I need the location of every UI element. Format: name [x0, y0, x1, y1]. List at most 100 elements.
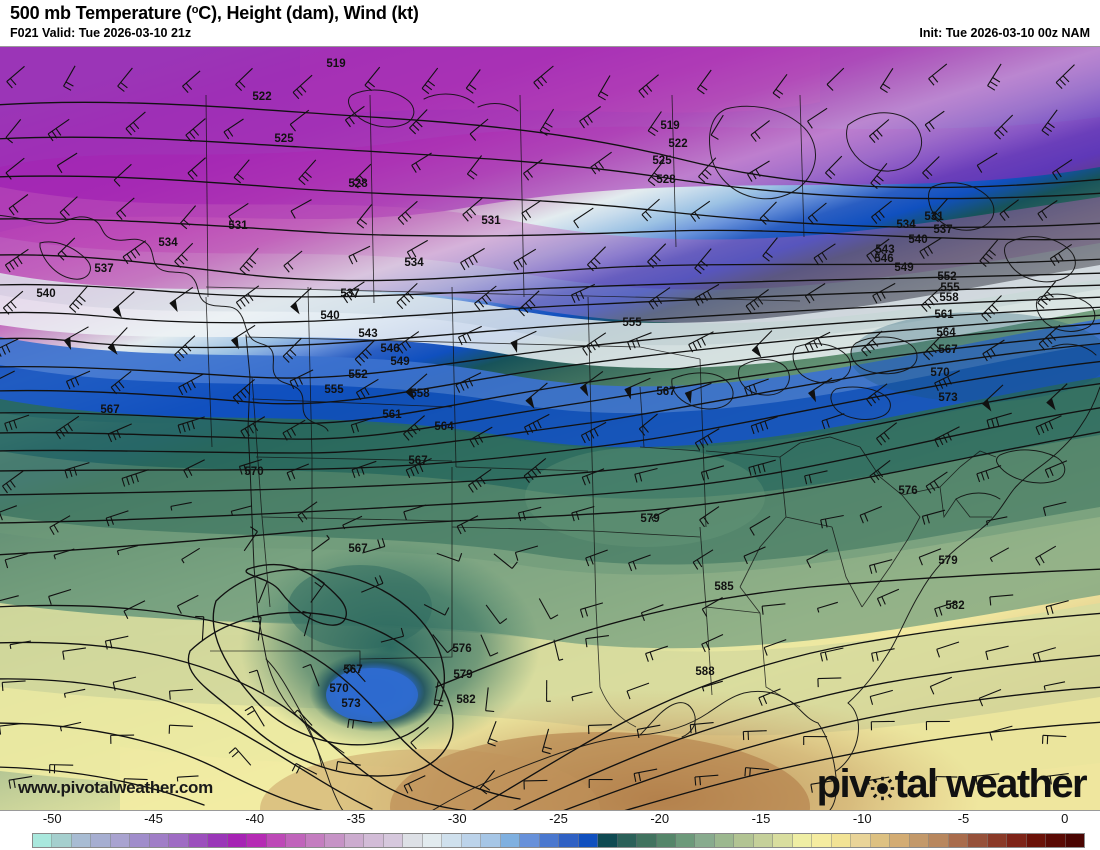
colorbar-swatch: [617, 834, 638, 847]
watermark-brand: piv tal weather: [816, 762, 1088, 806]
height-contour-label: 555: [622, 317, 642, 329]
height-contour-label: 558: [939, 292, 959, 304]
colorbar-swatch: [188, 834, 209, 847]
height-contour-label: 570: [244, 466, 263, 478]
colorbar-swatch: [305, 834, 326, 847]
colorbar-swatch: [227, 834, 248, 847]
page-title-text: 500 mb Temperature (: [10, 3, 192, 23]
colorbar-swatch: [968, 834, 988, 847]
colorbar-swatch: [656, 834, 676, 847]
colorbar-swatch: [169, 834, 189, 847]
height-contour-label: 588: [695, 666, 715, 678]
height-contour-label: 546: [874, 253, 893, 265]
colorbar-swatch: [364, 834, 384, 847]
height-contour-label: 540: [908, 234, 927, 246]
height-contour-label: 579: [938, 555, 957, 567]
watermark-brand-pre: piv: [816, 762, 872, 806]
height-contour-label: 537: [933, 224, 952, 236]
colorbar-tick-label: -45: [144, 811, 163, 826]
height-contour-label: 558: [410, 388, 430, 400]
height-contour-label: 579: [453, 669, 472, 681]
colorbar-swatches[interactable]: [32, 833, 1085, 848]
colorbar-swatch: [52, 834, 72, 847]
colorbar-swatch: [442, 834, 462, 847]
watermark-brand-post: tal weather: [894, 762, 1088, 806]
height-contour-label: 561: [382, 409, 402, 421]
init-time-label: Init: Tue 2026-03-10 00z NAM: [919, 26, 1090, 40]
colorbar-swatch: [1065, 834, 1085, 847]
map-render: 5195225255285315345375405195225255285315…: [0, 47, 1100, 810]
colorbar-tick-label: -25: [549, 811, 568, 826]
colorbar-swatch: [734, 834, 754, 847]
colorbar-swatch: [344, 834, 365, 847]
height-contour-label: 576: [898, 485, 917, 497]
colorbar-swatch: [71, 834, 92, 847]
colorbar-swatch: [948, 834, 969, 847]
height-contour-label: 567: [656, 386, 675, 398]
height-contour-label: 540: [36, 288, 55, 300]
colorbar-tick-label: -5: [957, 811, 970, 826]
colorbar-swatch: [792, 834, 813, 847]
colorbar-tick-labels: -50 -45 -40 -35 -30 -25 -20 -15 -10 -5 0: [0, 811, 1100, 831]
map-canvas[interactable]: 519 522 525 528 531 534 537 540 519 522 525 528 531 5…: [0, 46, 1100, 811]
height-contour-label: 522: [252, 91, 271, 103]
colorbar-tick-label: -50: [42, 811, 62, 826]
colorbar-swatch: [1026, 834, 1047, 847]
colorbar-swatch: [33, 834, 53, 847]
height-contour-label: 570: [329, 683, 348, 695]
colorbar-swatch: [870, 834, 891, 847]
colorbar-swatch: [714, 834, 735, 847]
colorbar-swatch: [890, 834, 910, 847]
colorbar-swatch: [909, 834, 930, 847]
height-contour-label: 564: [434, 421, 454, 433]
height-contour-label: 573: [341, 698, 360, 710]
colorbar-swatch: [149, 834, 170, 847]
colorbar-swatch: [598, 834, 618, 847]
height-contour-label: 567: [343, 664, 362, 676]
height-contour-label: 582: [945, 600, 964, 612]
height-contour-label: 543: [875, 244, 894, 256]
height-contour-label: 567: [100, 404, 119, 416]
colorbar-tick-label: -40: [245, 811, 265, 826]
height-contour-label: 576: [452, 643, 471, 655]
height-contour-label: 531: [924, 211, 944, 223]
height-contour-label: 525: [274, 133, 294, 145]
colorbar-tick-label: -10: [852, 811, 872, 826]
colorbar-area: -50 -45 -40 -35 -30 -25 -20 -15 -10 -5 0: [0, 811, 1100, 850]
height-contour-label: 531: [481, 215, 501, 227]
contour-label-group: 5195225255285315345375405195225255285315…: [36, 58, 964, 710]
colorbar-swatch: [461, 834, 482, 847]
colorbar-swatch: [520, 834, 540, 847]
height-contour-label: 534: [404, 257, 424, 269]
height-contour-label: 543: [358, 328, 377, 340]
colorbar-tick-label: -35: [346, 811, 366, 826]
colorbar-swatch: [1046, 834, 1066, 847]
height-contour-label: 528: [656, 174, 676, 186]
height-contour-label: 552: [937, 271, 956, 283]
colorbar-tick-label: -20: [650, 811, 670, 826]
colorbar-swatch: [286, 834, 306, 847]
height-contour-label: 552: [348, 369, 367, 381]
colorbar-swatch: [539, 834, 560, 847]
height-contour-label: 519: [660, 120, 679, 132]
height-contour-label: 567: [938, 344, 957, 356]
height-contour-label: 570: [930, 367, 949, 379]
height-contour-label: 534: [896, 219, 916, 231]
gear-sun-icon: [870, 776, 895, 801]
colorbar-swatch: [987, 834, 1008, 847]
height-contour-label: 555: [940, 282, 960, 294]
colorbar-swatch: [929, 834, 949, 847]
height-contour-label: 582: [456, 694, 475, 706]
colorbar-swatch: [831, 834, 852, 847]
colorbar-swatch: [130, 834, 150, 847]
colorbar-swatch: [812, 834, 832, 847]
height-contour-label: 525: [652, 155, 672, 167]
colorbar-swatch: [247, 834, 267, 847]
height-contour-label: 555: [324, 384, 344, 396]
colorbar-swatch: [266, 834, 287, 847]
colorbar-swatch: [559, 834, 579, 847]
height-contour-label: 561: [934, 309, 954, 321]
colorbar-swatch: [637, 834, 657, 847]
height-contour-label: 573: [938, 392, 957, 404]
